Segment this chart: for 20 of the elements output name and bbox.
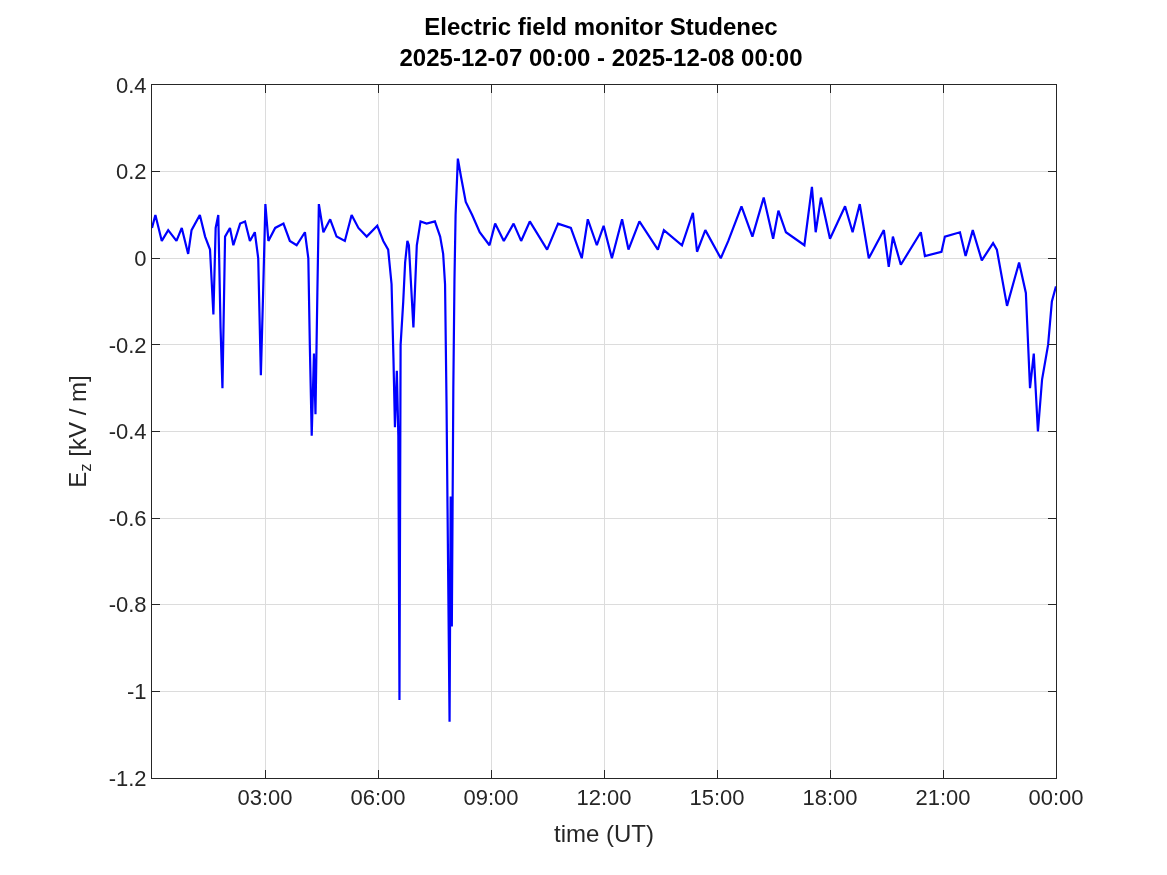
y-tick-label: 0.2 <box>116 159 147 185</box>
y-tick-label: -0.8 <box>108 592 147 618</box>
x-tick-label: 15:00 <box>689 785 745 811</box>
x-tick-label: 18:00 <box>802 785 858 811</box>
y-tick-label: -0.4 <box>108 419 147 445</box>
x-tick-label: 03:00 <box>237 785 293 811</box>
y-tick-label: 0 <box>134 245 147 271</box>
y-tick-label: -1.2 <box>108 765 147 791</box>
x-axis-title: time (UT) <box>554 819 654 847</box>
y-tick-label: -1 <box>127 679 147 705</box>
x-tick-label: 00:00 <box>1028 785 1084 811</box>
line-series <box>152 157 1056 723</box>
x-tick-label: 06:00 <box>350 785 406 811</box>
y-tick-label: 0.4 <box>116 72 147 98</box>
x-tick-label: 21:00 <box>915 785 971 811</box>
x-tick-label: 09:00 <box>463 785 519 811</box>
x-tick-label: 12:00 <box>576 785 632 811</box>
chart-title: Electric field monitor Studenec 2025-12-07 00:00 - 2025-12-08 00:00 <box>399 13 803 72</box>
y-tick-label: -0.6 <box>108 505 147 531</box>
y-tick-label: -0.2 <box>108 332 147 358</box>
